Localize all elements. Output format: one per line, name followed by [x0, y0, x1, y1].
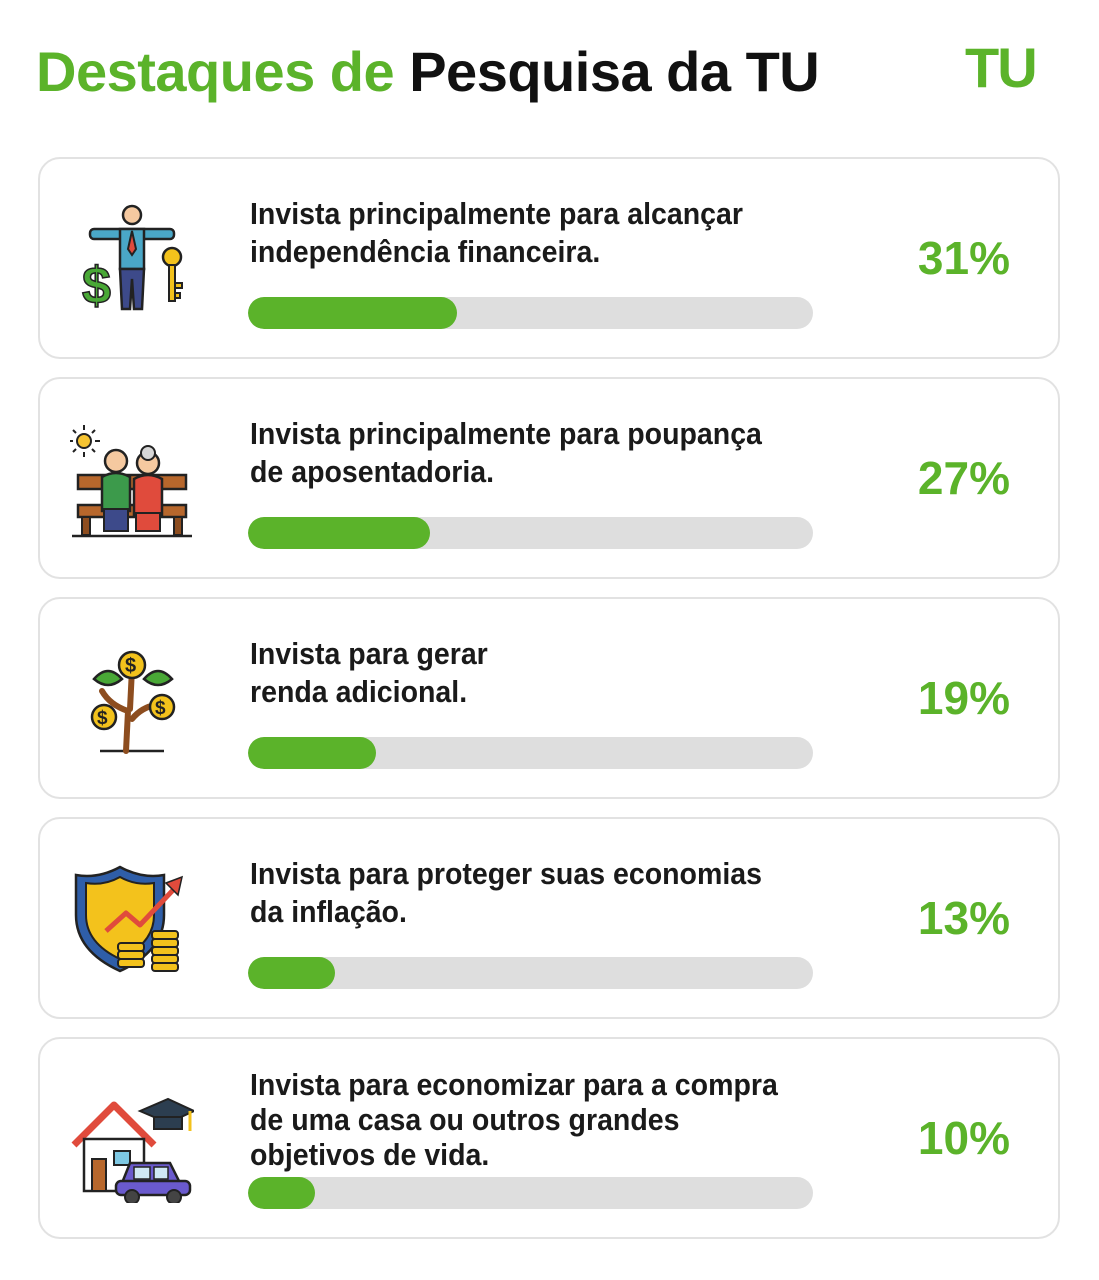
svg-text:$: $: [97, 708, 108, 729]
percentage-value: 27%: [917, 452, 1010, 504]
progress-fill: [248, 1177, 316, 1209]
survey-item-big-goals: Invista para economizar para a compra de…: [38, 1037, 1060, 1239]
progress-track: [248, 517, 813, 549]
item-label: Invista para economizar para a compra de…: [250, 1067, 778, 1172]
progress-track: [248, 297, 813, 329]
title-black: Pesquisa da TU: [409, 40, 820, 103]
survey-item-retirement: Invista principalmente para poupança de …: [38, 377, 1060, 579]
svg-text:$: $: [82, 257, 111, 315]
item-label: Invista principalmente para alcançar ind…: [250, 196, 743, 269]
svg-text:$: $: [125, 655, 136, 677]
item-label: Invista para proteger suas economias da …: [250, 856, 762, 929]
progress-fill: [248, 957, 336, 989]
percentage-value: 31%: [917, 232, 1010, 284]
house-car-icon: [71, 1097, 194, 1203]
money-tree-icon: $ $ $: [90, 650, 176, 754]
progress-fill: [248, 737, 376, 769]
title-green: Destaques de: [36, 40, 395, 103]
percentage-value: 13%: [917, 892, 1010, 944]
percentage-value: 19%: [917, 672, 1010, 724]
progress-track: [248, 1177, 813, 1209]
survey-item-inflation: Invista para proteger suas economias da …: [38, 817, 1060, 1019]
tu-logo: TU: [965, 36, 1038, 99]
item-label: Invista para gerar renda adicional.: [250, 636, 488, 709]
page-title: Destaques de Pesquisa da TU: [36, 44, 820, 100]
shield-coins-icon: [74, 865, 184, 973]
progress-fill: [248, 517, 430, 549]
svg-text:$: $: [155, 698, 166, 719]
progress-track: [248, 737, 813, 769]
independence-key-icon: $: [81, 204, 183, 316]
item-label: Invista principalmente para poupança de …: [250, 416, 762, 489]
retired-couple-icon: [70, 425, 192, 538]
survey-item-independence: $ Invista principalmente para alcançar i…: [38, 157, 1060, 359]
progress-track: [248, 957, 813, 989]
survey-item-extra-income: $ $ $ Invista para gerar renda adicional…: [38, 597, 1060, 799]
progress-fill: [248, 297, 457, 329]
percentage-value: 10%: [917, 1112, 1010, 1164]
